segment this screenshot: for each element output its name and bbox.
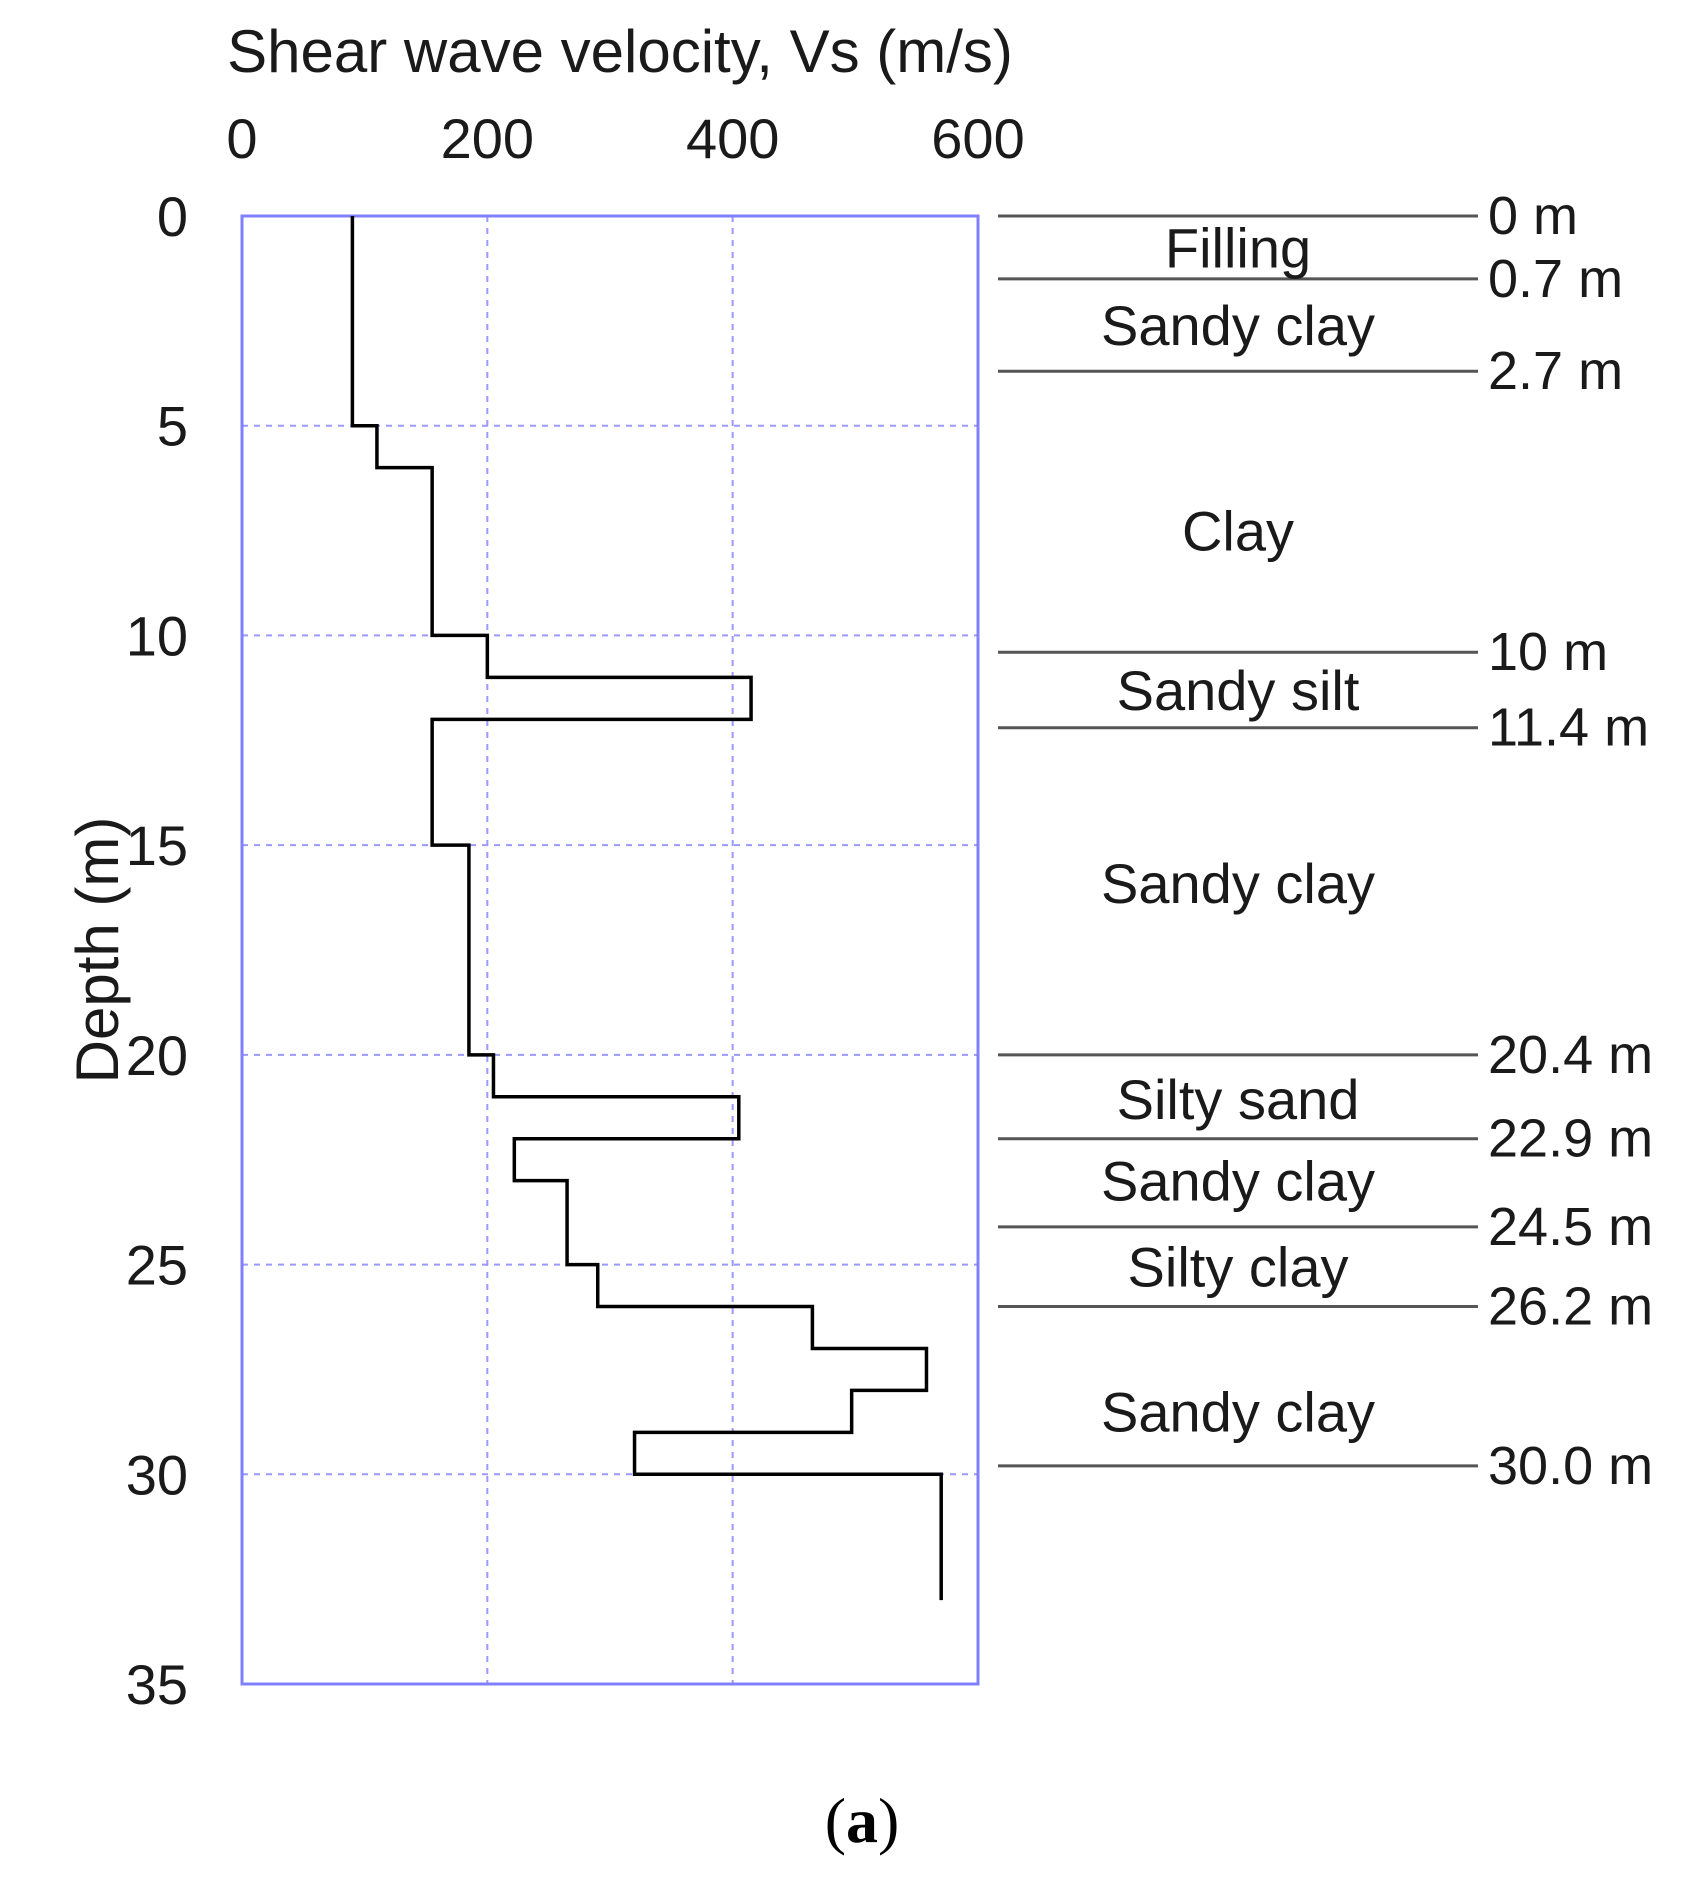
soil-layer-name: Sandy clay [1101,1150,1375,1213]
y-tick-label: 35 [126,1653,188,1716]
caption-close-paren: ) [878,1785,899,1856]
y-tick-label: 25 [126,1234,188,1297]
boundary-depth-label: 10 m [1488,622,1608,682]
soil-layer-name: Silty sand [1117,1068,1360,1131]
soil-layer-name: Silty clay [1128,1236,1349,1299]
boundary-depth-label: 0 m [1488,186,1578,246]
y-tick-label: 0 [157,185,188,248]
boundary-depth-label: 26.2 m [1488,1277,1653,1337]
plot-frame [240,214,980,1686]
layer-names: Filling Sandy clay Clay Sandy silt Sandy cla… [1101,216,1375,1443]
caption-letter: a [846,1785,878,1856]
x-tick-label: 200 [441,107,534,170]
y-tick-label: 5 [157,395,188,458]
y-tick-label: 15 [126,814,188,877]
soil-layer-name: Sandy silt [1117,659,1360,722]
y-tick-label: 10 [126,604,188,667]
boundary-depth-label: 22.9 m [1488,1109,1653,1169]
boundary-depth-label: 20.4 m [1488,1025,1653,1085]
figure-caption: (a) [825,1785,900,1856]
soil-layer-name: Filling [1165,216,1311,279]
x-tick-label: 0 [226,107,257,170]
soil-layer-name: Sandy clay [1101,852,1375,915]
y-axis-title: Depth (m) [64,817,131,1084]
vs-profile-line [350,216,943,1601]
x-tick-label: 600 [931,107,1024,170]
caption-open-paren: ( [825,1785,846,1856]
y-tick-label: 30 [126,1443,188,1506]
soil-layer-name: Sandy clay [1101,1380,1375,1443]
grid-layer [242,216,978,1684]
boundary-depth-label: 0.7 m [1488,249,1623,309]
soil-layer-name: Clay [1182,500,1294,563]
x-axis-title: Shear wave velocity, Vs (m/s) [227,18,1013,85]
boundary-layer: 0 m0.7 m 2.7 m 10 m 11.4 m 20.4 m 22.9 m 24.5 … [998,186,1653,1496]
series-layer [350,216,943,1601]
y-tick-labels: 0 5 10 15 20 25 30 35 [126,185,188,1716]
boundary-depth-label: 30.0 m [1488,1436,1653,1496]
x-tick-labels: 0 200 400 600 [226,107,1024,170]
soil-layer-name: Sandy clay [1101,294,1375,357]
boundary-depth-label: 11.4 m [1488,698,1649,758]
boundary-depth-label: 2.7 m [1488,341,1623,401]
boundary-depth-label: 24.5 m [1488,1197,1653,1257]
y-tick-label: 20 [126,1024,188,1087]
x-tick-label: 400 [686,107,779,170]
